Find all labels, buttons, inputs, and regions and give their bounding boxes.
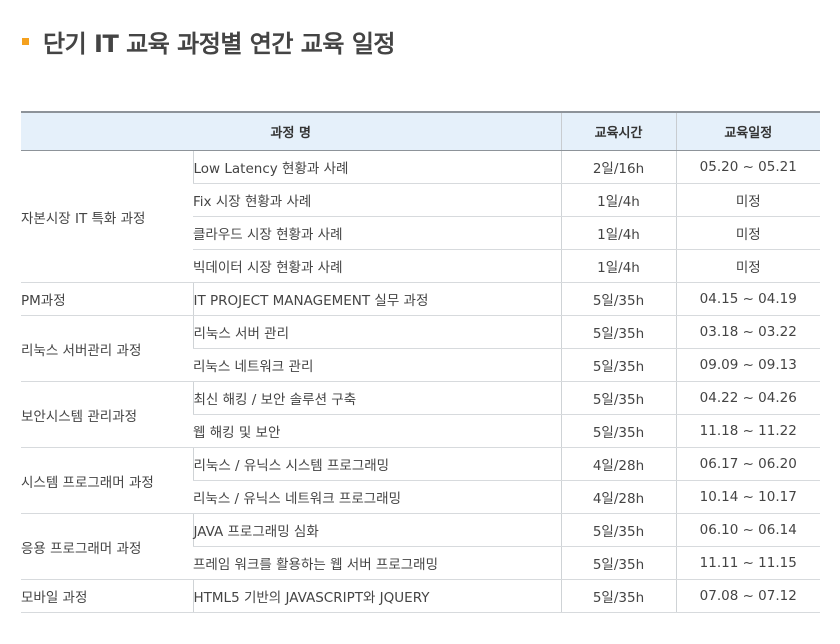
- course-name-cell: 리눅스 / 유닉스 네트워크 프로그래밍: [193, 480, 561, 514]
- course-name-cell: IT PROJECT MANAGEMENT 실무 과정: [192, 282, 561, 316]
- table-row: 빅데이터 시장 현황과 사례 1일/4h 미정: [21, 249, 820, 283]
- header-training-schedule: 교육일정: [675, 112, 820, 151]
- dates-cell: 미정: [675, 183, 820, 217]
- hours-cell: 5일/35h: [560, 381, 676, 415]
- hours-cell: 2일/16h: [560, 150, 676, 184]
- hours-cell: 5일/35h: [560, 414, 676, 448]
- header-course-name: 과정 명: [21, 112, 561, 151]
- table-row: 모바일 과정 HTML5 기반의 JAVASCRIPT와 JQUERY 5일/3…: [21, 579, 820, 613]
- table-row: 클라우드 시장 현황과 사례 1일/4h 미정: [21, 216, 820, 250]
- table-row: PM과정 IT PROJECT MANAGEMENT 실무 과정 5일/35h …: [21, 282, 820, 316]
- table-row: 프레임 워크를 활용하는 웹 서버 프로그래밍 5일/35h 11.11 ~ 1…: [21, 546, 820, 580]
- course-name-cell: 프레임 워크를 활용하는 웹 서버 프로그래밍: [193, 546, 561, 580]
- course-name-cell: 클라우드 시장 현황과 사례: [193, 216, 561, 250]
- table-row: Fix 시장 현황과 사례 1일/4h 미정: [21, 183, 820, 217]
- category-cell: 모바일 과정: [21, 579, 193, 613]
- hours-cell: 1일/4h: [560, 249, 676, 283]
- hours-cell: 5일/35h: [560, 513, 676, 547]
- dates-cell: 03.18 ~ 03.22: [675, 315, 820, 349]
- course-name-cell: Fix 시장 현황과 사례: [193, 183, 561, 217]
- table-header-row: 과정 명 교육시간 교육일정: [21, 112, 820, 151]
- category-cell: 자본시장 IT 특화 과정: [21, 150, 193, 283]
- hours-cell: 5일/35h: [560, 579, 676, 613]
- dates-cell: 06.17 ~ 06.20: [675, 447, 820, 481]
- header-training-hours: 교육시간: [560, 112, 676, 151]
- course-name-cell: JAVA 프로그래밍 심화: [192, 513, 561, 547]
- course-name-cell: 리눅스 서버 관리: [192, 315, 561, 349]
- dates-cell: 11.18 ~ 11.22: [675, 414, 820, 448]
- table-row: 응용 프로그래머 과정 JAVA 프로그래밍 심화 5일/35h 06.10 ~…: [21, 513, 820, 580]
- hours-cell: 5일/35h: [560, 315, 676, 349]
- table-row: 리눅스 / 유닉스 네트워크 프로그래밍 4일/28h 10.14 ~ 10.1…: [21, 480, 820, 514]
- table-row: 자본시장 IT 특화 과정 Low Latency 현황과 사례 2일/16h …: [21, 150, 820, 283]
- dates-cell: 04.22 ~ 04.26: [675, 381, 820, 415]
- course-name-cell: HTML5 기반의 JAVASCRIPT와 JQUERY: [192, 579, 561, 613]
- course-name-cell: 리눅스 / 유닉스 시스템 프로그래밍: [192, 447, 561, 481]
- hours-cell: 5일/35h: [560, 546, 676, 580]
- dates-cell: 미정: [675, 216, 820, 250]
- category-cell: 응용 프로그래머 과정: [21, 513, 193, 580]
- page-title: 단기 IT 교육 과정별 연간 교육 일정: [43, 30, 395, 58]
- hours-cell: 1일/4h: [560, 216, 676, 250]
- hours-cell: 4일/28h: [560, 447, 676, 481]
- table-row: 시스템 프로그래머 과정 리눅스 / 유닉스 시스템 프로그래밍 4일/28h …: [21, 447, 820, 514]
- category-cell: PM과정: [21, 282, 193, 316]
- course-name-cell: Low Latency 현황과 사례: [192, 150, 561, 184]
- dates-cell: 04.15 ~ 04.19: [675, 282, 820, 316]
- dates-cell: 06.10 ~ 06.14: [675, 513, 820, 547]
- dates-cell: 11.11 ~ 11.15: [675, 546, 820, 580]
- section-heading: 단기 IT 교육 과정별 연간 교육 일정: [22, 24, 395, 59]
- category-cell: 보안시스템 관리과정: [21, 381, 193, 448]
- hours-cell: 4일/28h: [560, 480, 676, 514]
- dates-cell: 07.08 ~ 07.12: [675, 579, 820, 613]
- hours-cell: 5일/35h: [560, 282, 676, 316]
- dates-cell: 10.14 ~ 10.17: [675, 480, 820, 514]
- table-row: 웹 해킹 및 보안 5일/35h 11.18 ~ 11.22: [21, 414, 820, 448]
- course-name-cell: 최신 해킹 / 보안 솔루션 구축: [192, 381, 561, 415]
- course-name-cell: 빅데이터 시장 현황과 사례: [193, 249, 561, 283]
- course-name-cell: 웹 해킹 및 보안: [193, 414, 561, 448]
- table-row: 리눅스 서버관리 과정 리눅스 서버 관리 5일/35h 03.18 ~ 03.…: [21, 315, 820, 382]
- category-cell: 시스템 프로그래머 과정: [21, 447, 193, 514]
- category-cell: 리눅스 서버관리 과정: [21, 315, 193, 382]
- dates-cell: 05.20 ~ 05.21: [675, 150, 820, 184]
- hours-cell: 5일/35h: [560, 348, 676, 382]
- schedule-table: 과정 명 교육시간 교육일정 자본시장 IT 특화 과정 Low Latency…: [21, 111, 820, 613]
- dates-cell: 미정: [675, 249, 820, 283]
- table-row: 보안시스템 관리과정 최신 해킹 / 보안 솔루션 구축 5일/35h 04.2…: [21, 381, 820, 448]
- table-row: 리눅스 네트워크 관리 5일/35h 09.09 ~ 09.13: [21, 348, 820, 382]
- hours-cell: 1일/4h: [560, 183, 676, 217]
- dates-cell: 09.09 ~ 09.13: [675, 348, 820, 382]
- square-bullet-icon: [22, 38, 29, 45]
- course-name-cell: 리눅스 네트워크 관리: [193, 348, 561, 382]
